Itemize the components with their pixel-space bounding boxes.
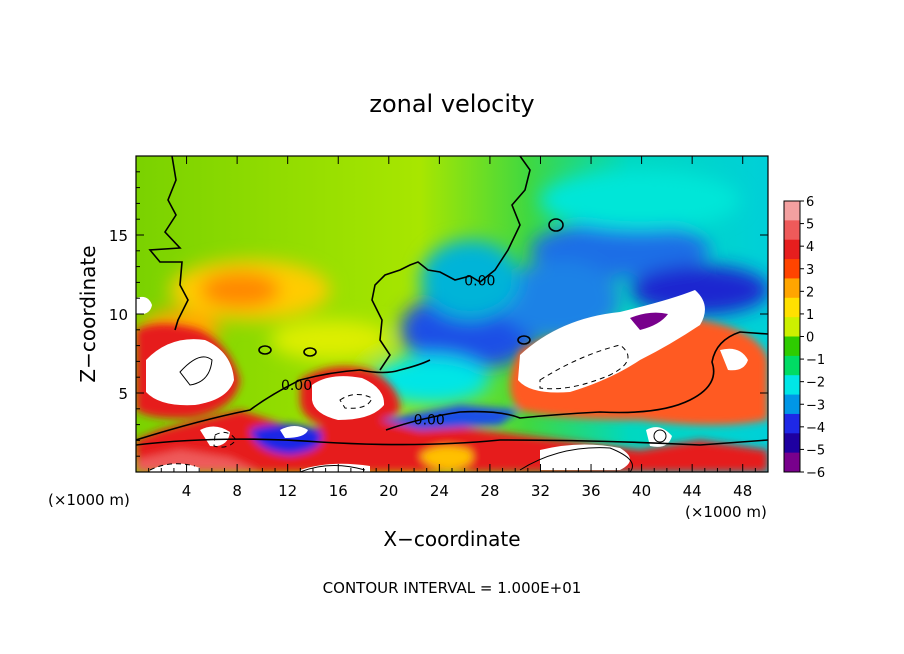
- y-tick-label: 10: [109, 306, 128, 324]
- colorbar-swatch: [784, 259, 800, 279]
- colorbar-tick-label: −2: [806, 376, 825, 391]
- colorbar-tick-label: −1: [806, 353, 825, 368]
- y-axis: 5 10 15: [109, 171, 768, 457]
- x-tick-label: 36: [581, 482, 600, 500]
- x-tick-label: 12: [278, 482, 297, 500]
- plot-area: [136, 156, 768, 472]
- x-tick-label: 8: [232, 482, 242, 500]
- x-axis-unit-left: (×1000 m): [48, 491, 130, 509]
- colorbar-swatch: [784, 201, 800, 221]
- colorbar-tick-label: 2: [806, 285, 814, 300]
- y-tick-label: 5: [118, 385, 128, 403]
- colorbar-tick-label: 5: [806, 218, 814, 233]
- colorbar-swatch: [784, 413, 800, 434]
- chart-title: zonal velocity: [369, 90, 534, 118]
- x-tick-label: 24: [430, 482, 449, 500]
- contour-label: 0.00: [414, 413, 445, 429]
- zero-contours: [136, 156, 768, 446]
- y-axis-label: Z−coordinate: [76, 245, 100, 382]
- x-axis-unit-right: (×1000 m): [685, 503, 767, 521]
- x-tick-label: 16: [329, 482, 348, 500]
- negative-fringe: [630, 312, 668, 330]
- x-tick-label: 40: [632, 482, 651, 500]
- y-tick-label: 15: [109, 227, 128, 245]
- colorbar-tick-label: −3: [806, 398, 825, 413]
- colorbar-tick-label: −4: [806, 421, 825, 436]
- x-axis-label: X−coordinate: [383, 527, 520, 551]
- colorbar-swatch: [784, 297, 800, 318]
- colorbar-swatch: [784, 355, 800, 376]
- colorbar-swatch: [784, 239, 800, 260]
- colorbar-swatch: [784, 278, 800, 299]
- colorbar-tick-label: 6: [806, 195, 814, 210]
- colorbar-tick-label: −6: [806, 466, 825, 481]
- x-tick-label: 4: [182, 482, 192, 500]
- colorbar-swatch: [784, 433, 800, 454]
- x-axis: 4 8 12 16 20 24 28 32 36 40 44 48: [148, 156, 756, 500]
- x-tick-label: 20: [379, 482, 398, 500]
- colorbar-swatch: [784, 317, 800, 337]
- colorbar-tick-label: 0: [806, 331, 814, 346]
- colorbar-swatch: [784, 375, 800, 396]
- colorbar-swatch: [784, 336, 800, 357]
- colorbar-swatch: [784, 452, 800, 473]
- colorbar-tick-label: 4: [806, 240, 814, 255]
- contour-label: 0.00: [281, 378, 312, 394]
- contour-interval-note: CONTOUR INTERVAL = 1.000E+01: [323, 579, 582, 597]
- contour-labels: 0.00 0.00 0.00: [281, 274, 495, 429]
- colorbar: 6 5 4 3 2 1 0 −1 −2 −3 −4 −5 −6: [783, 195, 825, 481]
- x-tick-label: 44: [683, 482, 702, 500]
- x-tick-label: 48: [733, 482, 752, 500]
- colorbar-tick-label: 3: [806, 263, 814, 278]
- colorbar-swatch: [784, 394, 800, 415]
- x-tick-label: 32: [531, 482, 550, 500]
- secondary-contours: [149, 344, 667, 472]
- colorbar-swatch: [784, 220, 800, 241]
- colorbar-tick-label: 1: [806, 308, 814, 323]
- contour-label: 0.00: [464, 274, 495, 290]
- x-tick-label: 28: [480, 482, 499, 500]
- colorbar-tick-label: −5: [806, 443, 825, 458]
